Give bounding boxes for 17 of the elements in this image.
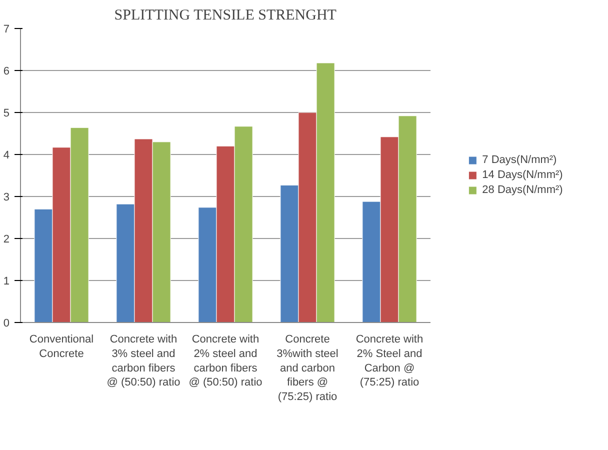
y-tick-label: 2	[3, 234, 10, 246]
x-tick-label: Concrete 3%with steel and carbon fibers @ (75:25) ratio	[276, 334, 338, 404]
legend-label: 7 Days(N/mm²)	[482, 154, 557, 166]
y-tick-label: 0	[3, 318, 10, 330]
chart-title: SPLITTING TENSILE STRENGHT	[114, 8, 336, 24]
x-tick-label: Conventional Concrete	[29, 334, 94, 360]
y-tick-label: 7	[3, 24, 10, 36]
x-tick-label: Concrete with 3% steel and carbon fibers @ (50:50) ratio	[106, 334, 180, 389]
y-tick-label: 4	[3, 150, 10, 162]
y-tick-label: 6	[3, 66, 10, 78]
y-tick-label: 1	[3, 276, 10, 288]
legend-label: 28 Days(N/mm²)	[482, 184, 563, 196]
y-tick-label: 5	[3, 108, 10, 120]
y-tick-label: 3	[3, 192, 10, 204]
x-tick-label: Concrete with 2% Steel and Carbon @ (75:25) ratio	[356, 334, 424, 389]
x-tick-label: Concrete with 2% steel and carbon fibers @ (50:50) ratio	[188, 334, 262, 389]
legend-label: 14 Days(N/mm²)	[482, 169, 563, 181]
